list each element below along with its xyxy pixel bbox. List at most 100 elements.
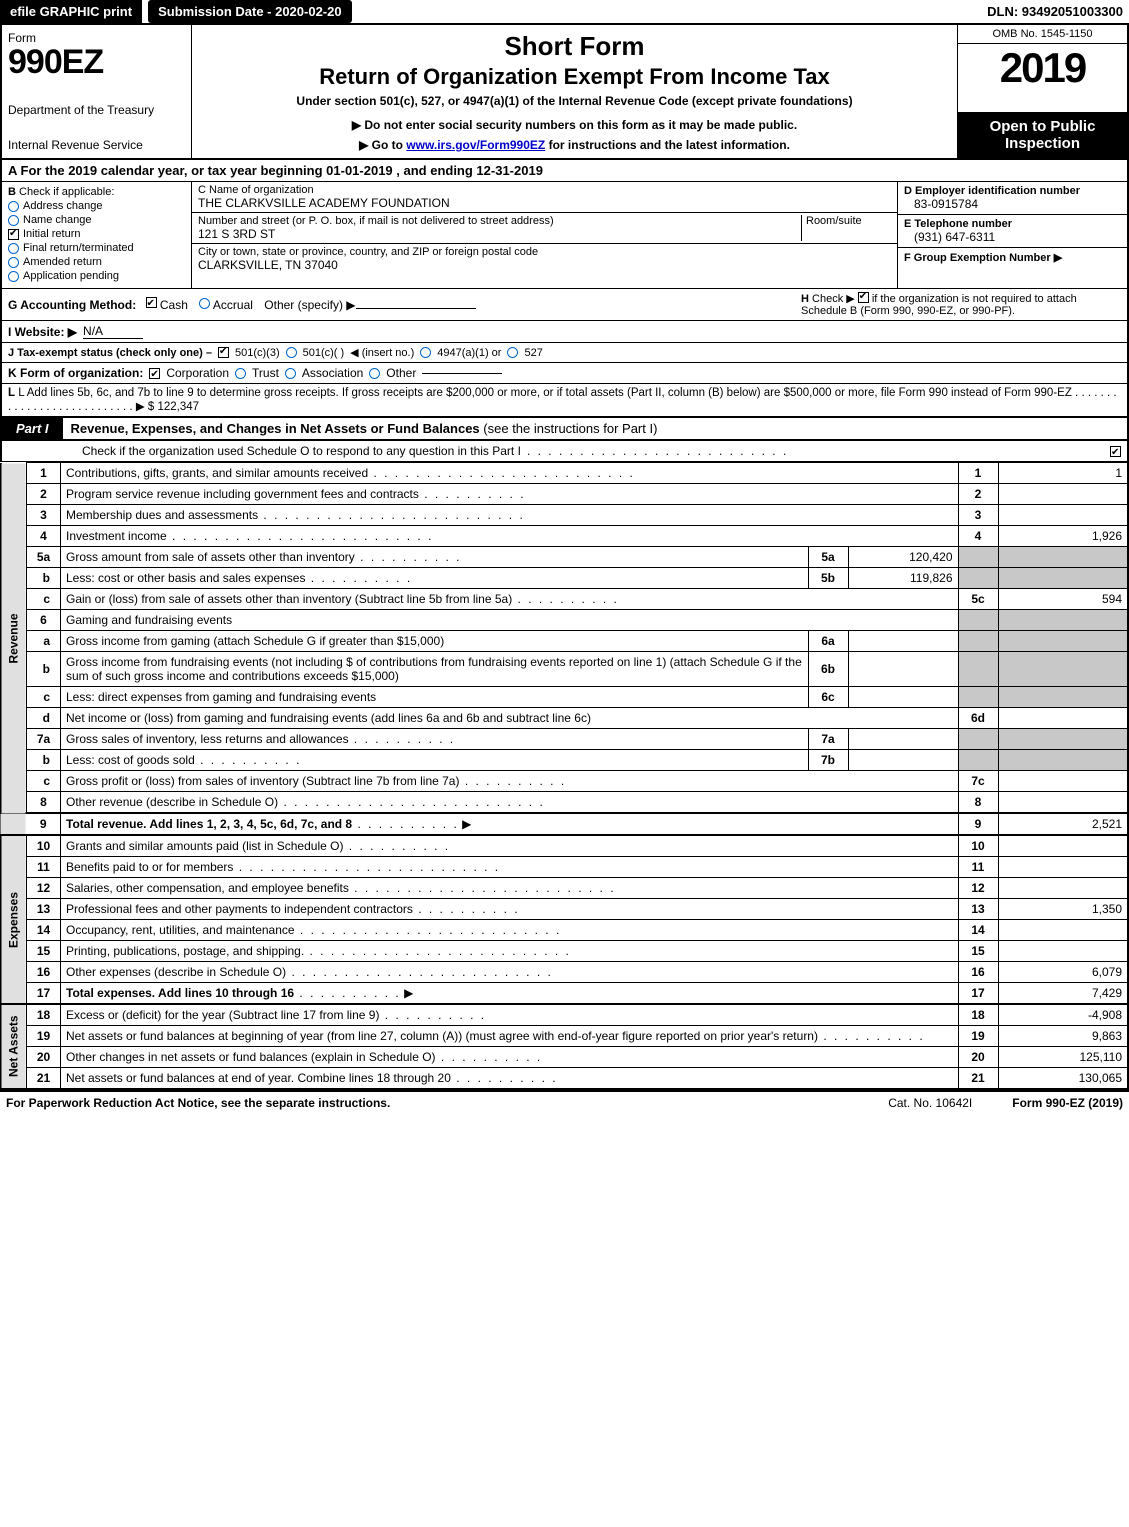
section-c: C Name of organization THE CLARKVSILLE A… — [192, 182, 897, 288]
val-6b — [848, 652, 958, 687]
chk-other-org[interactable] — [369, 368, 380, 379]
val-10 — [998, 835, 1128, 857]
ssn-note: ▶ Do not enter social security numbers o… — [200, 118, 949, 132]
instructions-link-line: ▶ Go to www.irs.gov/Form990EZ for instru… — [200, 138, 949, 152]
chk-final-return[interactable] — [8, 243, 19, 254]
org-address: 121 S 3RD ST — [198, 227, 801, 241]
tel-value: (931) 647-6311 — [904, 230, 1121, 244]
c-name-label: C Name of organization — [198, 184, 891, 196]
dept-irs: Internal Revenue Service — [8, 138, 185, 152]
line-i: I Website: ▶ N/A — [0, 321, 1129, 343]
link-prefix: ▶ Go to — [359, 138, 406, 152]
val-7b — [848, 750, 958, 771]
pra-notice: For Paperwork Reduction Act Notice, see … — [6, 1096, 390, 1110]
submission-date: Submission Date - 2020-02-20 — [148, 0, 352, 23]
form-id-box: Form 990EZ Department of the Treasury In… — [2, 25, 192, 158]
line-a: A For the 2019 calendar year, or tax yea… — [0, 160, 1129, 182]
b-label: Check if applicable: — [19, 186, 114, 198]
entity-info-block: B Check if applicable: Address change Na… — [0, 182, 1129, 289]
page-footer: For Paperwork Reduction Act Notice, see … — [0, 1090, 1129, 1114]
val-18: -4,908 — [998, 1004, 1128, 1026]
subtitle: Under section 501(c), 527, or 4947(a)(1)… — [200, 94, 949, 108]
val-13: 1,350 — [998, 899, 1128, 920]
chk-address-change[interactable] — [8, 201, 19, 212]
dln-label: DLN: 93492051003300 — [987, 4, 1129, 19]
g-label: G Accounting Method: — [8, 298, 136, 312]
instructions-link[interactable]: www.irs.gov/Form990EZ — [406, 138, 545, 152]
dept-treasury: Department of the Treasury — [8, 103, 185, 117]
val-6d — [998, 708, 1128, 729]
part-i-header: Part I Revenue, Expenses, and Changes in… — [0, 417, 1129, 441]
omb-number: OMB No. 1545-1150 — [958, 25, 1127, 44]
val-19: 9,863 — [998, 1026, 1128, 1047]
main-title: Return of Organization Exempt From Incom… — [200, 64, 949, 90]
chk-name-change[interactable] — [8, 215, 19, 226]
val-5b: 119,826 — [848, 568, 958, 589]
val-6c — [848, 687, 958, 708]
val-11 — [998, 857, 1128, 878]
f-group-label: F Group Exemption Number ▶ — [904, 252, 1062, 264]
part-i-tab: Part I — [2, 418, 63, 439]
chk-corporation[interactable] — [149, 368, 160, 379]
form-number: 990EZ — [8, 43, 185, 82]
room-label: Room/suite — [806, 215, 891, 227]
chk-association[interactable] — [285, 368, 296, 379]
val-12 — [998, 878, 1128, 899]
c-city-label: City or town, state or province, country… — [198, 246, 891, 258]
val-16: 6,079 — [998, 962, 1128, 983]
title-right: OMB No. 1545-1150 2019 Open to Public In… — [957, 25, 1127, 158]
val-7c — [998, 771, 1128, 792]
i-label: I Website: ▶ — [8, 325, 77, 339]
val-7a — [848, 729, 958, 750]
title-block: Form 990EZ Department of the Treasury In… — [0, 25, 1129, 160]
val-2 — [998, 484, 1128, 505]
l-amount: ▶ $ 122,347 — [136, 401, 199, 413]
part-i-table: Revenue 1 Contributions, gifts, grants, … — [0, 462, 1129, 1090]
title-center: Short Form Return of Organization Exempt… — [192, 25, 957, 158]
val-4: 1,926 — [998, 526, 1128, 547]
val-21: 130,065 — [998, 1068, 1128, 1090]
val-6a — [848, 631, 958, 652]
section-b: B Check if applicable: Address change Na… — [2, 182, 192, 288]
val-15 — [998, 941, 1128, 962]
open-to-public: Open to Public Inspection — [958, 112, 1127, 158]
form-ref: Form 990-EZ (2019) — [1012, 1096, 1123, 1110]
e-tel-label: E Telephone number — [904, 218, 1012, 230]
part-i-check-line: Check if the organization used Schedule … — [0, 441, 1129, 462]
val-14 — [998, 920, 1128, 941]
line-l: L L Add lines 5b, 6c, and 7b to line 9 t… — [0, 384, 1129, 417]
sidebar-revenue: Revenue — [1, 463, 27, 814]
chk-527[interactable] — [507, 347, 518, 358]
line-g-h: G Accounting Method: Cash Accrual Other … — [0, 289, 1129, 321]
link-suffix: for instructions and the latest informat… — [549, 138, 790, 152]
chk-h[interactable] — [858, 292, 869, 303]
chk-amended-return[interactable] — [8, 257, 19, 268]
chk-4947[interactable] — [420, 347, 431, 358]
efile-label: efile GRAPHIC print — [0, 0, 142, 23]
chk-initial-return[interactable] — [8, 229, 19, 240]
sidebar-net-assets: Net Assets — [1, 1004, 27, 1089]
line-j: J Tax-exempt status (check only one) – 5… — [0, 343, 1129, 363]
section-def: D Employer identification number 83-0915… — [897, 182, 1127, 288]
val-17: 7,429 — [998, 983, 1128, 1005]
website-value: N/A — [83, 324, 143, 339]
chk-501c[interactable] — [286, 347, 297, 358]
val-1: 1 — [998, 463, 1128, 484]
line-k: K Form of organization: Corporation Trus… — [0, 363, 1129, 384]
val-5a: 120,420 — [848, 547, 958, 568]
val-5c: 594 — [998, 589, 1128, 610]
chk-501c3[interactable] — [218, 347, 229, 358]
d-ein-label: D Employer identification number — [904, 185, 1080, 197]
val-3 — [998, 505, 1128, 526]
k-label: K Form of organization: — [8, 366, 143, 380]
chk-cash[interactable] — [146, 297, 157, 308]
chk-trust[interactable] — [235, 368, 246, 379]
chk-application-pending[interactable] — [8, 271, 19, 282]
chk-accrual[interactable] — [199, 298, 210, 309]
tax-year: 2019 — [958, 44, 1127, 92]
line-a-text: For the 2019 calendar year, or tax year … — [21, 163, 543, 178]
val-20: 125,110 — [998, 1047, 1128, 1068]
cat-number: Cat. No. 10642I — [888, 1096, 972, 1110]
org-city: CLARKSVILLE, TN 37040 — [198, 258, 891, 272]
chk-schedule-o[interactable] — [1110, 446, 1121, 457]
